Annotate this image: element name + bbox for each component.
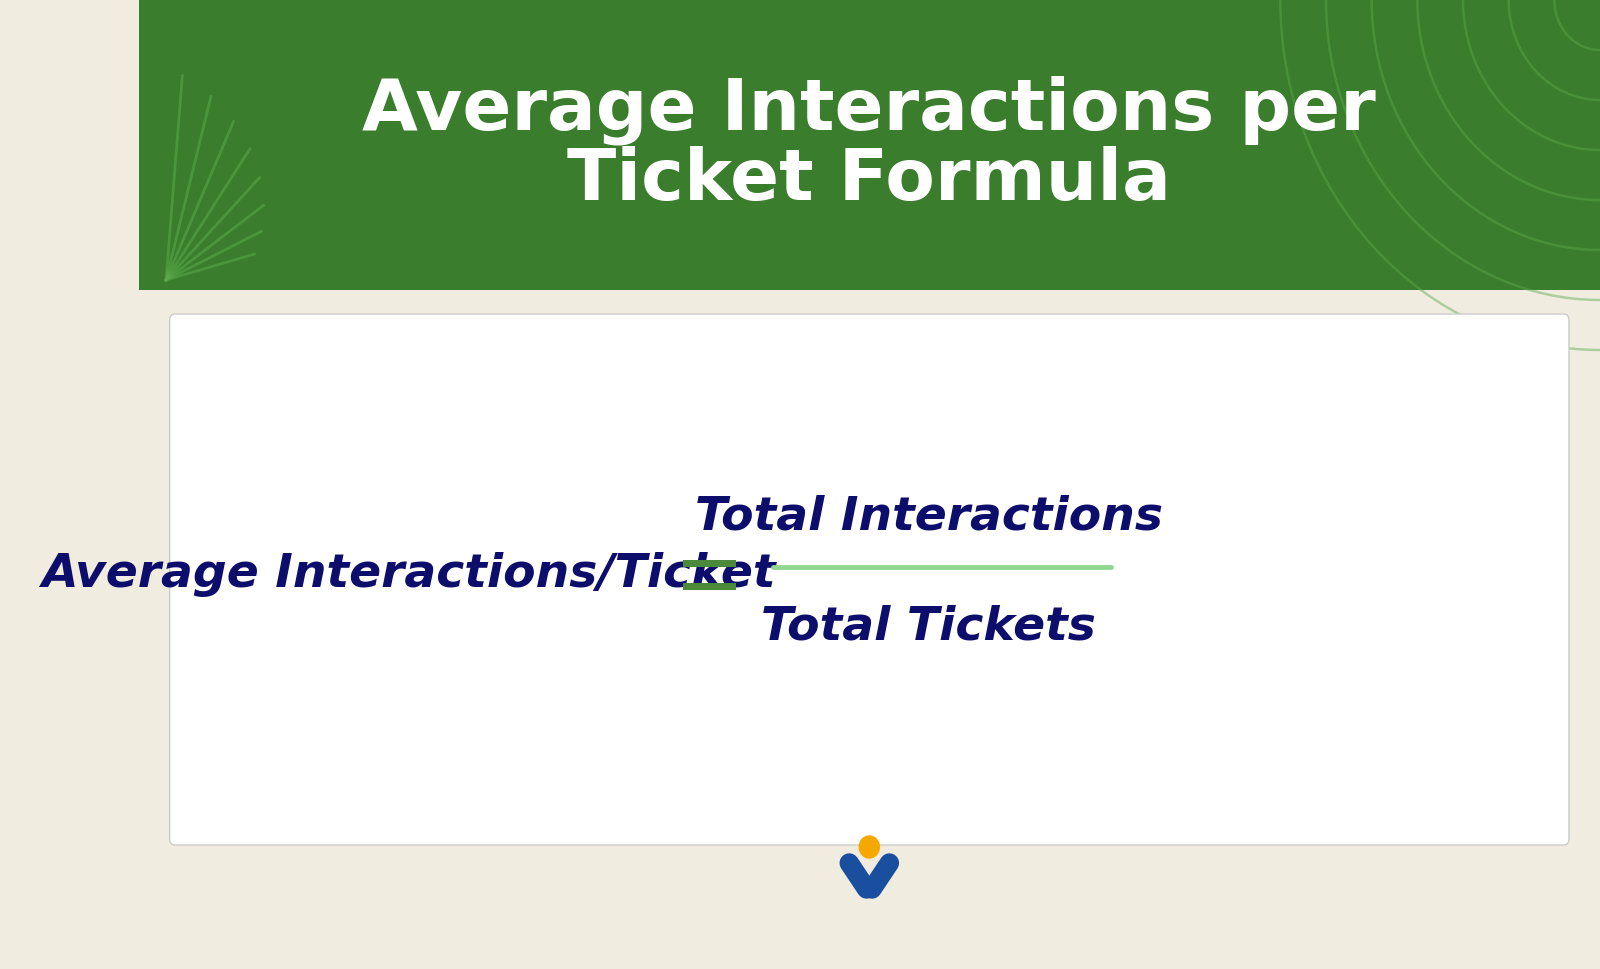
Text: Total Interactions: Total Interactions (694, 494, 1163, 539)
FancyBboxPatch shape (683, 559, 736, 567)
Circle shape (859, 836, 880, 858)
FancyBboxPatch shape (139, 0, 1600, 290)
Text: Average Interactions/Ticket: Average Interactions/Ticket (42, 552, 776, 597)
Text: Total Tickets: Total Tickets (762, 604, 1096, 649)
Text: Ticket Formula: Ticket Formula (568, 145, 1171, 214)
Text: Average Interactions per: Average Interactions per (363, 76, 1376, 144)
FancyBboxPatch shape (170, 314, 1570, 845)
FancyBboxPatch shape (683, 582, 736, 589)
